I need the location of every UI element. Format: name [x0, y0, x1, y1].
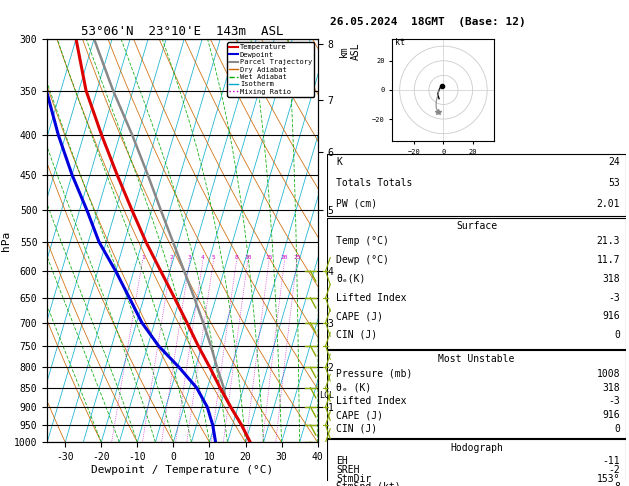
- Text: SREH: SREH: [336, 465, 360, 475]
- Text: 3: 3: [188, 255, 192, 260]
- Text: -3: -3: [608, 396, 620, 406]
- Text: 153°: 153°: [596, 473, 620, 484]
- Text: 0: 0: [614, 424, 620, 434]
- Text: 2.01: 2.01: [596, 199, 620, 208]
- Bar: [327, 350, 626, 437]
- Text: 10: 10: [244, 255, 252, 260]
- Bar: [327, 218, 626, 348]
- Title: 53°06'N  23°10'E  143m  ASL: 53°06'N 23°10'E 143m ASL: [81, 25, 284, 38]
- Text: 4: 4: [201, 255, 205, 260]
- Text: θₑ (K): θₑ (K): [336, 382, 371, 393]
- Text: θₑ(K): θₑ(K): [336, 274, 365, 284]
- Text: 8: 8: [235, 255, 238, 260]
- Text: Totals Totals: Totals Totals: [336, 178, 413, 188]
- Text: StmSpd (kt): StmSpd (kt): [336, 483, 401, 486]
- Text: -11: -11: [602, 456, 620, 466]
- X-axis label: Dewpoint / Temperature (°C): Dewpoint / Temperature (°C): [91, 465, 274, 475]
- Text: -3: -3: [608, 293, 620, 302]
- Text: CIN (J): CIN (J): [336, 330, 377, 340]
- Bar: [327, 154, 626, 216]
- Text: 916: 916: [602, 311, 620, 321]
- Text: Lifted Index: Lifted Index: [336, 293, 406, 302]
- Text: -2: -2: [608, 465, 620, 475]
- Text: 24: 24: [608, 157, 620, 167]
- Text: 2: 2: [170, 255, 174, 260]
- Text: StmDir: StmDir: [336, 473, 371, 484]
- Text: 26.05.2024  18GMT  (Base: 12): 26.05.2024 18GMT (Base: 12): [330, 17, 526, 27]
- Text: Dewp (°C): Dewp (°C): [336, 255, 389, 265]
- Text: Temp (°C): Temp (°C): [336, 236, 389, 246]
- Text: 15: 15: [265, 255, 273, 260]
- Text: 1008: 1008: [596, 369, 620, 379]
- Y-axis label: hPa: hPa: [1, 230, 11, 251]
- Text: EH: EH: [336, 456, 348, 466]
- Text: CAPE (J): CAPE (J): [336, 410, 383, 420]
- Text: kt: kt: [396, 38, 405, 47]
- Text: Surface: Surface: [456, 221, 497, 231]
- Text: 20: 20: [281, 255, 288, 260]
- Text: 21.3: 21.3: [596, 236, 620, 246]
- Bar: [327, 439, 626, 486]
- Text: 5: 5: [212, 255, 216, 260]
- Legend: Temperature, Dewpoint, Parcel Trajectory, Dry Adiabat, Wet Adiabat, Isotherm, Mi: Temperature, Dewpoint, Parcel Trajectory…: [227, 42, 314, 97]
- Y-axis label: km
ASL: km ASL: [339, 42, 361, 60]
- Text: 11.7: 11.7: [596, 255, 620, 265]
- Text: LCL: LCL: [320, 391, 335, 400]
- Text: Hodograph: Hodograph: [450, 443, 503, 452]
- Text: 53: 53: [608, 178, 620, 188]
- Text: Lifted Index: Lifted Index: [336, 396, 406, 406]
- Text: 25: 25: [293, 255, 301, 260]
- Text: K: K: [336, 157, 342, 167]
- Text: 916: 916: [602, 410, 620, 420]
- Text: 1: 1: [141, 255, 145, 260]
- Text: CIN (J): CIN (J): [336, 424, 377, 434]
- Text: 8: 8: [614, 483, 620, 486]
- Text: 0: 0: [614, 330, 620, 340]
- Text: 318: 318: [602, 274, 620, 284]
- Text: Pressure (mb): Pressure (mb): [336, 369, 413, 379]
- Text: CAPE (J): CAPE (J): [336, 311, 383, 321]
- Text: PW (cm): PW (cm): [336, 199, 377, 208]
- Text: Most Unstable: Most Unstable: [438, 354, 515, 364]
- Text: 318: 318: [602, 382, 620, 393]
